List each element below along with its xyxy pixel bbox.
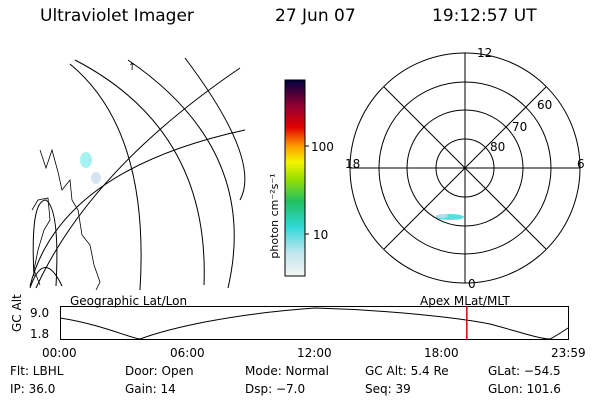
time-tick-1200: 12:00 — [297, 346, 332, 360]
longitude-line — [29, 129, 246, 287]
filter-info: Flt: LBHL — [10, 364, 64, 378]
geographic-panel-label: Geographic Lat/Lon — [70, 294, 188, 308]
aurora-patch — [436, 214, 448, 218]
time-tick-0600: 06:00 — [170, 346, 205, 360]
colorbar-tick-10: 10 — [313, 228, 329, 242]
aurora-patch — [80, 152, 92, 168]
gc-alt-info: GC Alt: 5.4 Re — [365, 364, 449, 378]
map-marker-icon: ↑ — [128, 62, 136, 73]
mlt-diagonal — [383, 86, 547, 250]
lat-label-80: 80 — [490, 140, 506, 154]
colorbar-scale — [284, 79, 306, 277]
aurora-patch — [91, 172, 101, 184]
polar-plot — [349, 52, 581, 284]
polar-panel-label: Apex MLat/MLT — [420, 294, 510, 308]
altitude-min-label: 1.8 — [30, 327, 50, 341]
altitude-timeline — [60, 306, 569, 340]
latitude-line — [69, 63, 142, 290]
seq-info: Seq: 39 — [365, 382, 411, 396]
mlt-label-0: 0 — [468, 277, 476, 291]
colorbar: photon cm⁻²s⁻¹ — [268, 79, 309, 277]
coastline — [39, 148, 101, 290]
date-label: 27 Jun 07 — [275, 6, 356, 26]
grid-arc — [32, 199, 58, 287]
altitude-curve — [60, 307, 569, 340]
colorbar-tick-100: 100 — [311, 140, 334, 154]
mode-info: Mode: Normal — [245, 364, 329, 378]
time-label: 19:12:57 UT — [432, 6, 537, 26]
latitude-line — [74, 59, 205, 286]
door-info: Door: Open — [125, 364, 194, 378]
lat-label-70: 70 — [512, 120, 528, 134]
mlt-label-6: 6 — [577, 157, 585, 171]
coastline — [31, 197, 51, 286]
latitude-line — [184, 57, 246, 201]
instrument-title: Ultraviolet Imager — [40, 6, 194, 26]
grid-arc — [29, 267, 63, 289]
glat-info: GLat: −54.5 — [488, 364, 561, 378]
latitude-line — [127, 59, 235, 289]
time-tick-2359: 23:59 — [551, 346, 586, 360]
time-tick-0000: 00:00 — [42, 346, 77, 360]
time-tick-1800: 18:00 — [424, 346, 459, 360]
altitude-max-label: 9.0 — [30, 306, 50, 320]
gain-info: Gain: 14 — [125, 382, 176, 396]
mlt-label-12: 12 — [477, 46, 493, 60]
altitude-axis-label: GC Alt — [10, 294, 24, 332]
altitude-frame — [60, 306, 569, 340]
lat-label-60: 60 — [537, 98, 553, 112]
geographic-map: ↑ — [29, 57, 246, 290]
glon-info: GLon: 101.6 — [488, 382, 561, 396]
dsp-info: Dsp: −7.0 — [245, 382, 306, 396]
mlt-label-18: 18 — [345, 157, 361, 171]
colorbar-unit-label: photon cm⁻²s⁻¹ — [268, 173, 281, 258]
longitude-line — [35, 67, 241, 289]
ip-info: IP: 36.0 — [10, 382, 56, 396]
